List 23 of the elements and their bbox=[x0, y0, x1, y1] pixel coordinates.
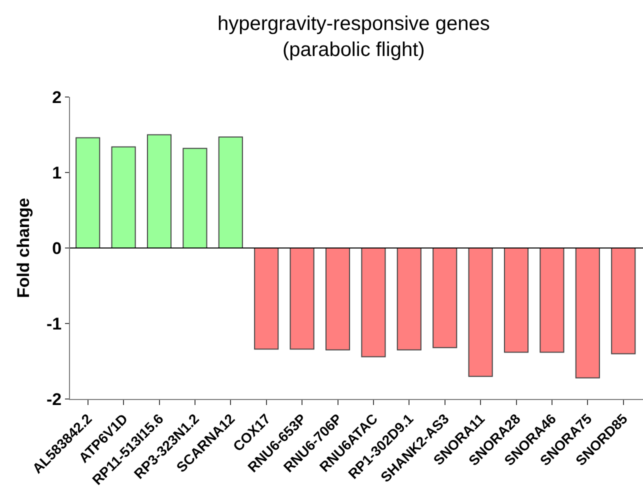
y-tick-label: 2 bbox=[52, 88, 62, 107]
y-tick-label: -2 bbox=[46, 390, 62, 409]
y-tick-label: 1 bbox=[52, 163, 62, 182]
bar bbox=[468, 248, 493, 377]
chart-title: hypergravity-responsive genes (parabolic flight) bbox=[217, 13, 490, 62]
bar bbox=[540, 248, 564, 353]
bar bbox=[611, 248, 636, 354]
bar bbox=[76, 137, 100, 248]
bar bbox=[504, 248, 529, 353]
bar bbox=[432, 248, 458, 348]
bar bbox=[182, 148, 208, 248]
bar bbox=[146, 134, 172, 248]
bar bbox=[575, 248, 600, 378]
bar bbox=[361, 248, 386, 358]
y-tick-label: 0 bbox=[52, 238, 62, 258]
bar bbox=[218, 136, 243, 248]
bar bbox=[290, 248, 314, 350]
y-axis-title: Fold change bbox=[14, 198, 34, 298]
y-tick-label: -1 bbox=[46, 314, 62, 334]
bar bbox=[111, 146, 136, 248]
bar bbox=[396, 248, 422, 350]
bar bbox=[325, 248, 350, 350]
bar bbox=[254, 248, 279, 350]
